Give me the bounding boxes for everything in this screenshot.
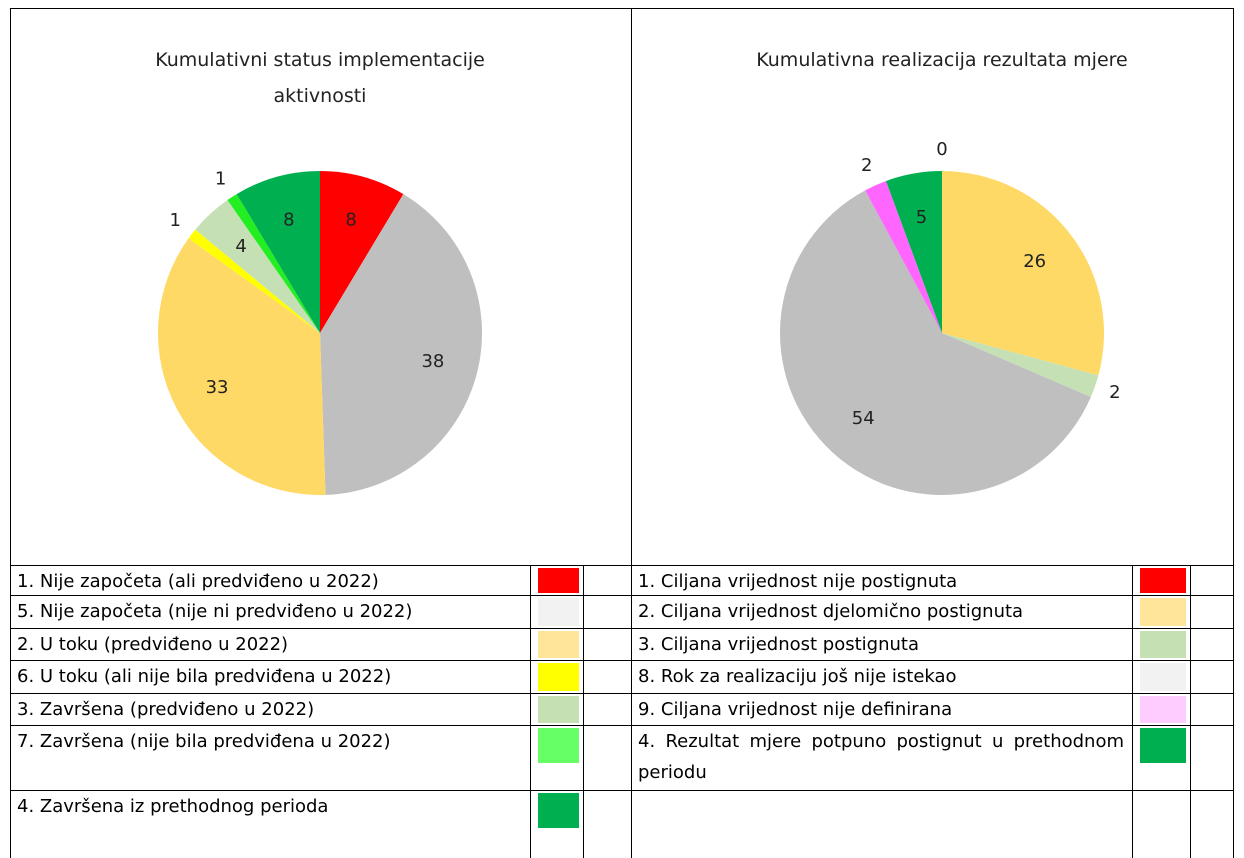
pie-slice [227,194,320,333]
legend-text: 3. Ciljana vrijednost postignuta [638,634,919,655]
pie-slice [942,333,1099,397]
legend-swatch [538,793,579,828]
pie-slice [188,229,320,333]
data-label: 26 [1023,251,1046,272]
legend-swatch [1140,631,1186,658]
border [1233,8,1234,858]
border [10,693,1234,694]
pie-slice [320,194,482,495]
data-label: 1 [215,168,226,189]
legend-text: 6. U toku (ali nije bila predviđena u 20… [17,666,392,687]
border [10,725,1234,726]
pie-slice [865,180,942,333]
border [10,8,11,858]
pie-chart: 26 2 54 2 5 0 [780,139,1121,495]
legend-swatch [1140,696,1186,723]
data-label: 2 [1109,382,1120,403]
border [10,8,1234,9]
border [1190,565,1191,858]
legend-swatch [538,728,579,763]
legend-text: 3. Završena (predviđeno u 2022) [17,699,315,720]
chart-title: Kumulativna realizacija rezultata mjere [756,49,1128,71]
data-label: 1 [170,210,181,231]
chart-title: Kumulativni status implementacije aktivn… [155,49,485,107]
border [583,565,584,858]
border [631,8,632,858]
legend-swatch [538,663,579,691]
legend-swatch [1140,728,1186,763]
pie-slice [942,171,1104,376]
data-label: 8 [345,210,356,231]
data-label: 0 [936,139,947,160]
legend-text: 2. Ciljana vrijednost djelomično postign… [638,601,1024,622]
legend-swatch [1140,663,1186,691]
legend-text: 7. Završena (nije bila predviđena u 2022… [17,731,391,752]
pie-slice [195,200,320,333]
legend-text: 4. Završena iz prethodnog perioda [17,796,329,817]
pie-slice [885,171,942,333]
data-label: 33 [206,377,229,398]
legend-swatch [1140,598,1186,626]
legend-swatch [538,598,579,626]
data-label: 8 [283,210,294,231]
border [1132,565,1133,858]
legend-text: 2. U toku (predviđeno u 2022) [17,634,289,655]
data-label: 2 [861,155,872,176]
pie-slice [320,171,404,333]
border [10,628,1234,629]
legend-swatch [538,631,579,658]
legend-text: 9. Ciljana vrijednost nije definirana [638,699,953,720]
data-label: 54 [852,408,875,429]
border [530,565,531,858]
legend-text: 1. Ciljana vrijednost nije postignuta [638,571,958,592]
legend-text: 5. Nije započeta (nije ni predviđeno u 2… [17,601,413,622]
border [10,790,1234,791]
border [10,565,1234,566]
legend-text: 1. Nije započeta (ali predviđeno u 2022) [17,571,379,592]
border [10,595,1234,596]
data-label: 4 [235,236,246,257]
legend-swatch [538,696,579,723]
data-label: 38 [421,351,444,372]
pie-slice [780,190,1091,495]
pie-chart: 8 38 33 1 4 1 8 [157,168,482,496]
pie-slice [157,238,326,496]
data-label: 5 [916,207,927,228]
legend-swatch [538,568,579,593]
legend-swatch [1140,568,1186,593]
legend-text: 8. Rok za realizaciju još nije istekao [638,666,957,687]
legend-text: 4. Rezultat mjere potpuno postignut u pr… [638,731,1124,783]
pie-slice [236,171,320,333]
border [10,660,1234,661]
